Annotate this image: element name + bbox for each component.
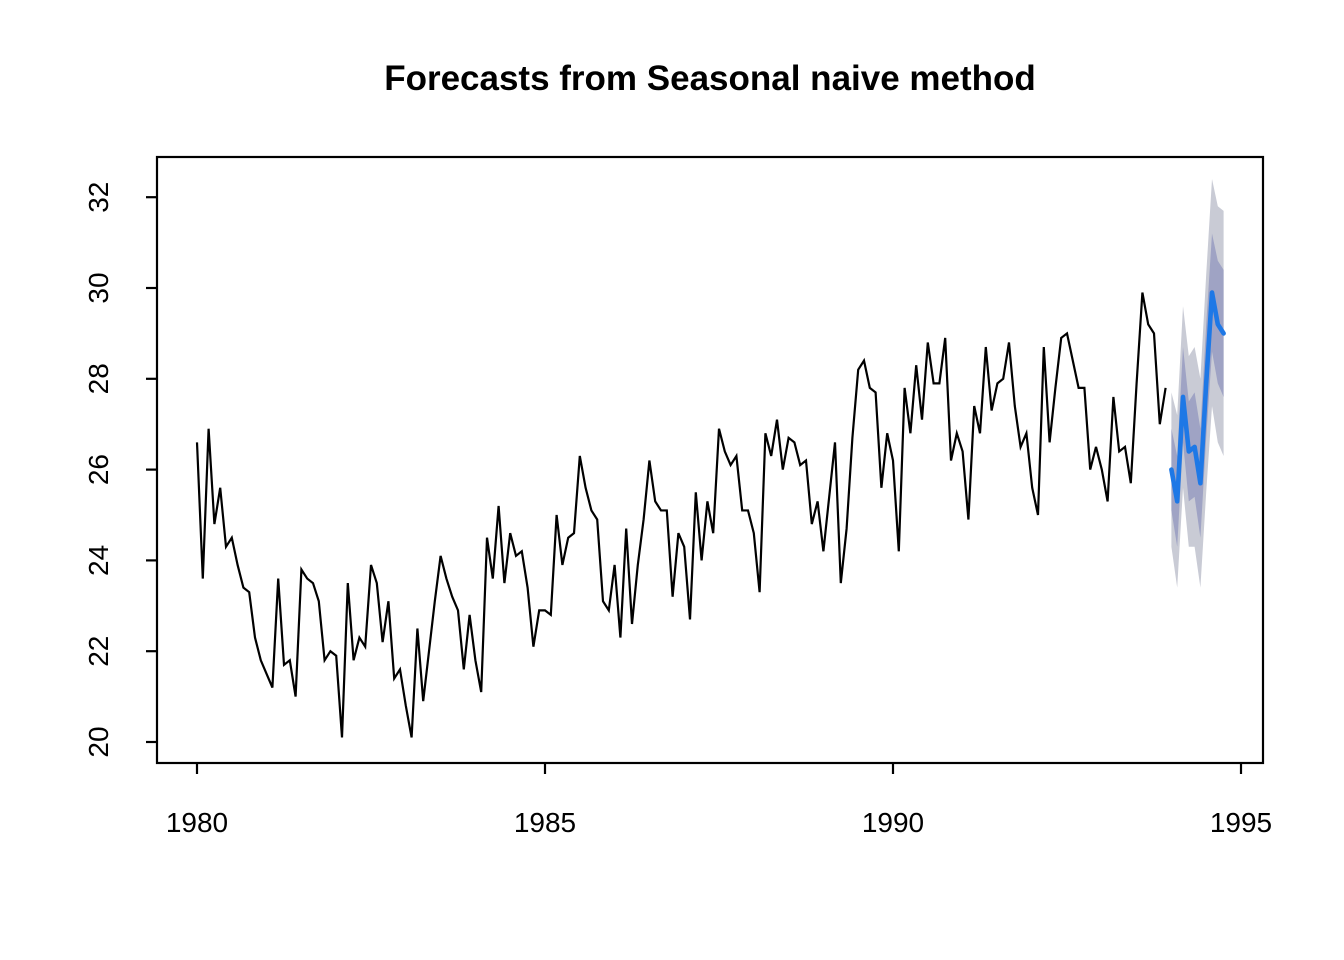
prediction-interval-bands <box>1171 179 1224 588</box>
x-tick-label-1985: 1985 <box>514 807 576 838</box>
axes: 1980 1985 1990 1995 20 22 24 26 28 30 32 <box>83 182 1272 838</box>
y-tick-label-28: 28 <box>83 363 114 394</box>
x-tick-label-1990: 1990 <box>862 807 924 838</box>
interval-95-band <box>1171 179 1224 588</box>
chart-title: Forecasts from Seasonal naive method <box>384 59 1036 98</box>
y-tick-label-22: 22 <box>83 636 114 667</box>
forecast-mean-line <box>1169 290 1226 504</box>
y-tick-label-32: 32 <box>83 182 114 213</box>
y-tick-label-30: 30 <box>83 272 114 303</box>
plot-box-border <box>155 155 1265 765</box>
x-tick-label-1995: 1995 <box>1210 807 1272 838</box>
y-tick-label-24: 24 <box>83 545 114 576</box>
x-tick-label-1980: 1980 <box>166 807 228 838</box>
historical-series <box>195 292 1167 738</box>
y-tick-label-20: 20 <box>83 726 114 757</box>
historical-line <box>195 292 1167 738</box>
y-tick-label-26: 26 <box>83 454 114 485</box>
forecast-line <box>1169 290 1226 504</box>
